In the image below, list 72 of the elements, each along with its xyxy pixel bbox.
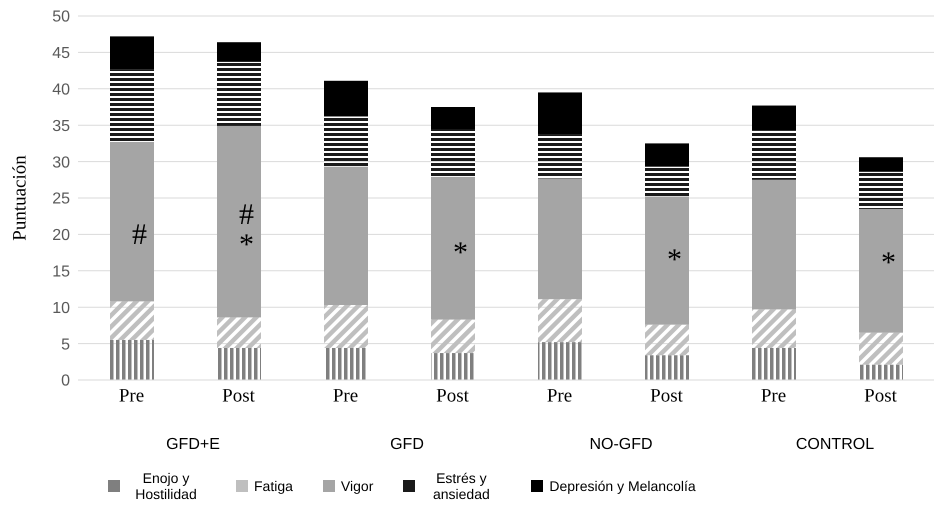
text: GFD	[389, 436, 425, 454]
y-tick-label: 40	[52, 81, 70, 98]
bar	[110, 69, 154, 142]
x-tick-label: Pre	[760, 385, 786, 406]
y-tick-label: 5	[61, 336, 70, 354]
bar	[645, 324, 689, 356]
bar	[645, 166, 689, 197]
bar	[431, 353, 475, 380]
text: CONTROL	[794, 436, 876, 454]
bar	[431, 320, 475, 354]
bar	[859, 332, 903, 365]
bar	[752, 130, 796, 180]
bar	[110, 142, 154, 302]
annotation: *	[880, 244, 897, 281]
x-tick-label: Post	[436, 385, 470, 406]
bar	[538, 92, 582, 135]
x-tick-label: Post	[864, 385, 898, 406]
bar	[217, 317, 261, 348]
bar	[324, 80, 368, 116]
annotation: *	[666, 242, 683, 278]
bar	[431, 130, 475, 177]
bar	[752, 348, 796, 380]
bar	[645, 143, 689, 167]
bar	[538, 299, 582, 342]
bar	[859, 208, 903, 333]
text: GFD+E	[165, 436, 221, 454]
bar	[324, 166, 368, 306]
y-tick-label: 50	[52, 8, 70, 26]
y-tick-label: 30	[52, 154, 70, 172]
bar	[538, 134, 582, 178]
text: NO-GFD	[588, 436, 654, 454]
annotation: #	[131, 217, 148, 254]
bar	[752, 106, 796, 130]
bar	[217, 62, 261, 126]
bar	[324, 305, 368, 348]
bar	[859, 364, 903, 380]
y-tick-label: 0	[61, 372, 70, 390]
y-tick-label: 25	[52, 190, 70, 208]
legend-label: Fatiga	[254, 478, 293, 494]
x-tick-label: Post	[222, 385, 256, 406]
annotation: *	[452, 234, 469, 271]
x-tick-label: Pre	[546, 385, 572, 406]
x-tick-label: Post	[650, 385, 684, 406]
legend-label: Depresión y Melancolía	[549, 478, 696, 494]
bar	[645, 355, 689, 380]
y-axis-title: Puntuación	[10, 154, 31, 241]
bar	[217, 42, 261, 62]
bar	[859, 157, 903, 172]
legend-label: Estrés y ansiedad	[432, 470, 491, 502]
bar	[110, 36, 154, 70]
y-tick-label: 20	[52, 227, 70, 244]
x-tick-label: Pre	[332, 385, 358, 406]
bar	[217, 348, 261, 380]
y-tick-label: 15	[52, 263, 70, 280]
bar	[324, 116, 368, 167]
bar	[538, 178, 582, 300]
bar	[752, 180, 796, 310]
x-tick-label: Pre	[118, 385, 144, 406]
y-tick-label: 45	[52, 45, 70, 62]
legend-label: Vigor	[340, 478, 374, 494]
bar	[645, 196, 689, 325]
y-tick-label: 10	[52, 300, 70, 317]
bar	[859, 172, 903, 209]
bar	[752, 309, 796, 348]
bar	[431, 176, 475, 320]
bar	[538, 342, 582, 380]
bar	[110, 340, 154, 380]
legend-label: Enojo y Hostilidad	[134, 470, 198, 502]
bar	[431, 107, 475, 130]
bar	[217, 126, 261, 318]
bar	[110, 301, 154, 340]
y-tick-label: 35	[52, 118, 70, 135]
